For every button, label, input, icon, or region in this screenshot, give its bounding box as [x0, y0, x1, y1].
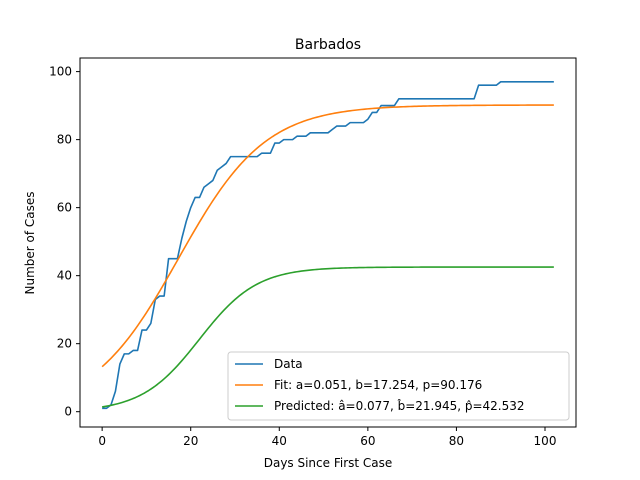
y-tick-label: 20 — [57, 337, 72, 351]
legend-label-data: Data — [274, 357, 303, 371]
plot-frame — [79, 57, 577, 428]
y-tick-label: 60 — [57, 201, 72, 215]
x-tick-label: 100 — [534, 434, 557, 448]
x-tick-label: 20 — [183, 434, 198, 448]
x-tick-label: 60 — [360, 434, 375, 448]
fit-line — [101, 104, 554, 368]
x-axis: 0 20 40 60 80 100 — [98, 427, 556, 448]
y-axis-label: Number of Cases — [23, 191, 37, 294]
y-tick-label: 40 — [57, 269, 72, 283]
y-tick-label: 100 — [49, 65, 72, 79]
legend-label-fit: Fit: a=0.051, b=17.254, p=90.176 — [274, 378, 482, 392]
predicted-line — [102, 266, 554, 408]
y-axis: 0 20 40 60 80 100 — [49, 65, 80, 419]
x-tick-label: 40 — [272, 434, 287, 448]
chart-title: Barbados — [295, 37, 361, 53]
x-tick-label: 80 — [449, 434, 464, 448]
y-tick-label: 0 — [64, 405, 72, 419]
legend: Data Fit: a=0.051, b=17.254, p=90.176 Pr… — [227, 351, 570, 421]
plot-series — [101, 81, 554, 410]
x-axis-label: Days Since First Case — [264, 456, 393, 470]
x-tick-label: 0 — [98, 434, 106, 448]
legend-box — [227, 351, 570, 421]
legend-label-predicted: Predicted: â=0.077, b̂=21.945, p̂=42.532 — [274, 399, 525, 413]
data-line — [102, 81, 554, 410]
y-tick-label: 80 — [57, 133, 72, 147]
